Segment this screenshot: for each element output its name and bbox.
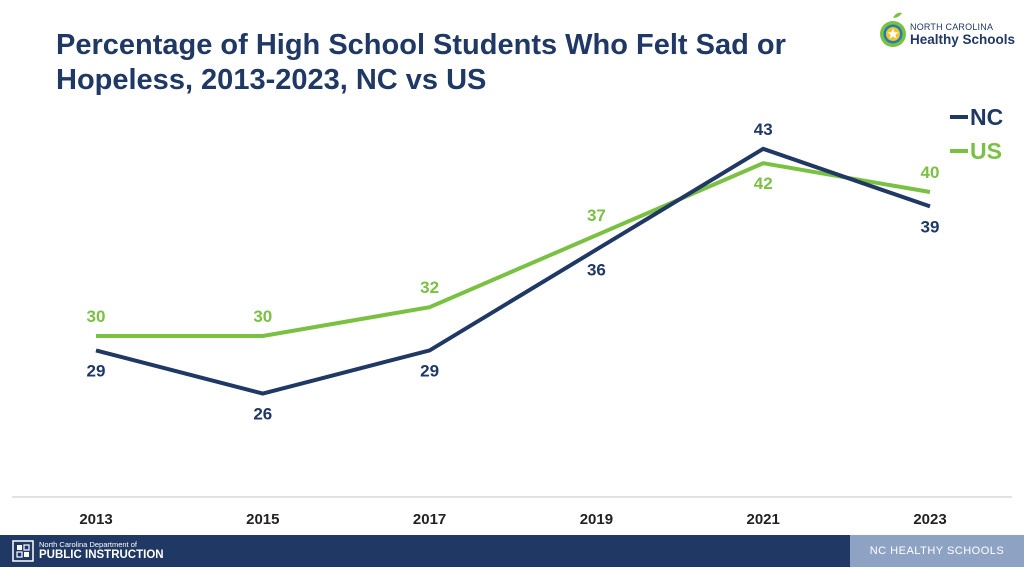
data-label-nc: 29 — [420, 361, 439, 380]
dpi-logo: North Carolina Department of PUBLIC INST… — [12, 538, 164, 564]
legend-label-us: US — [970, 137, 1002, 164]
x-tick-label: 2019 — [580, 511, 613, 528]
legend-swatch-nc — [950, 115, 968, 119]
series-line-us — [96, 161, 931, 338]
x-tick-label: 2013 — [79, 511, 112, 528]
dpi-line-1: North Carolina Department of — [39, 540, 137, 549]
dpi-line-2: PUBLIC INSTRUCTION — [39, 549, 164, 561]
chart-title-line-2: Hopeless, 2013-2023, NC vs US — [56, 64, 487, 96]
data-label-us: 42 — [754, 174, 773, 193]
logo-line-2: Healthy Schools — [910, 32, 1016, 47]
apple-icon — [880, 12, 906, 47]
legend-item-nc: NC — [950, 100, 1003, 134]
nc-state-seal-icon — [12, 540, 34, 562]
legend-label-nc: NC — [970, 103, 1004, 130]
legend-item-us: US — [950, 134, 1003, 168]
data-label-us: 40 — [921, 163, 940, 182]
data-label-us: 37 — [587, 206, 606, 225]
data-label-us: 32 — [420, 278, 439, 297]
data-label-nc: 26 — [253, 405, 272, 424]
data-label-us: 30 — [253, 307, 272, 326]
x-tick-label: 2015 — [246, 511, 279, 528]
legend-swatch-us — [950, 149, 968, 153]
data-label-nc: 36 — [587, 261, 606, 280]
x-tick-label: 2017 — [413, 511, 446, 528]
x-tick-label: 2023 — [913, 511, 946, 528]
footer-right-label: NC HEALTHY SCHOOLS — [850, 535, 1024, 567]
x-tick-label: 2021 — [747, 511, 780, 528]
data-label-nc: 29 — [87, 361, 106, 380]
chart-legend: NC US — [950, 100, 1003, 168]
data-label-nc: 43 — [754, 120, 773, 139]
nc-healthy-schools-logo: NORTH CAROLINA Healthy Schools — [876, 8, 1016, 54]
chart-title: Percentage of High School Students Who F… — [56, 28, 856, 98]
chart-title-line-1: Percentage of High School Students Who F… — [56, 29, 786, 61]
series-line-nc — [95, 146, 931, 396]
data-label-nc: 39 — [921, 217, 940, 236]
data-label-us: 30 — [87, 307, 106, 326]
logo-line-1: NORTH CAROLINA — [910, 22, 994, 32]
